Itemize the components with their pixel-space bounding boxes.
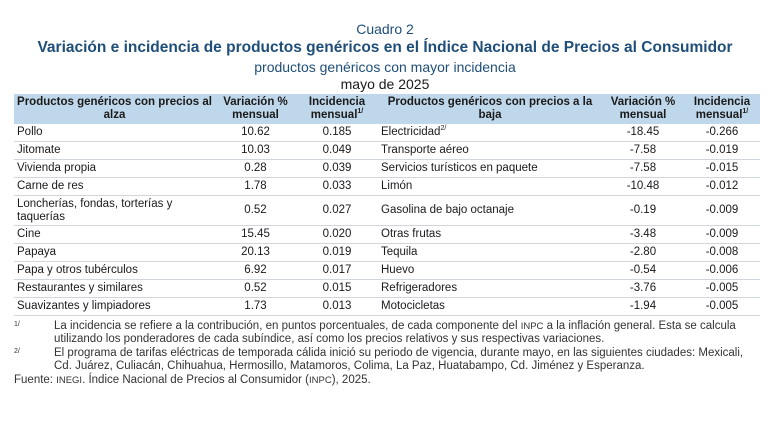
left-product-name: Papa y otros tubérculos	[14, 261, 215, 280]
table-row: Loncherías, fondas, torterías y taquería…	[14, 195, 760, 226]
left-product-name: Carne de res	[14, 177, 215, 196]
col-header-right-products: Productos genéricos con precios a la baj…	[378, 94, 602, 124]
left-product-name: Suavizantes y limpiadores	[14, 297, 215, 316]
source-line: Fuente: INEGI. Índice Nacional de Precio…	[14, 374, 371, 386]
footnotes: 1/ La incidencia se refiere a la contrib…	[14, 320, 764, 387]
footnote-ref: 1/	[742, 108, 749, 116]
left-incidence-value: 0.017	[296, 261, 378, 280]
left-product-name: Vivienda propia	[14, 159, 215, 178]
right-variation-value: -0.54	[602, 261, 684, 280]
left-variation-value: 1.73	[215, 297, 296, 316]
left-product-name: Jitomate	[14, 141, 215, 160]
footnote-1: 1/ La incidencia se refiere a la contrib…	[14, 320, 764, 346]
col-header-right-incidence: Incidencia mensual1/	[684, 94, 760, 124]
right-variation-value: -3.76	[602, 279, 684, 298]
left-variation-value: 10.03	[215, 141, 296, 160]
left-variation-value: 10.62	[215, 124, 296, 142]
right-incidence-value: -0.008	[684, 243, 760, 262]
page-title: Variación e incidencia de productos gené…	[37, 39, 733, 56]
left-variation-value: 0.28	[215, 159, 296, 178]
incidence-table: Productos genéricos con precios al alza …	[14, 94, 760, 316]
footnote-ref: 1/	[357, 108, 364, 116]
right-incidence-value: -0.015	[684, 159, 760, 178]
left-variation-value: 1.78	[215, 177, 296, 196]
left-product-name: Pollo	[14, 124, 215, 142]
footnote-2: 2/ El programa de tarifas eléctricas de …	[14, 347, 764, 373]
table-row: Restaurantes y similares 0.52 0.015 Refrige…	[14, 279, 760, 298]
right-product-name: Tequila	[378, 243, 602, 262]
right-product-name: Refrigeradores	[378, 279, 602, 298]
table-body: Pollo 10.62 0.185 Electricidad2/-18.45 -0.26…	[14, 124, 760, 316]
subtitle: productos genéricos con mayor incidencia	[254, 59, 516, 75]
right-product-name: Motocicletas	[378, 297, 602, 316]
right-variation-value: -3.48	[602, 225, 684, 244]
left-product-name: Cine	[14, 225, 215, 244]
left-product-name: Papaya	[14, 243, 215, 262]
right-incidence-value: -0.006	[684, 261, 760, 280]
left-product-name: Loncherías, fondas, torterías y taquería…	[14, 195, 215, 226]
right-incidence-value: -0.005	[684, 297, 760, 316]
col-header-left-variation: Variación % mensual	[215, 94, 296, 124]
table-row: Papaya 20.13 0.019 Tequila -2.80 -0.008	[14, 243, 760, 262]
table-row: Papa y otros tubérculos 6.92 0.017 Huevo -0.…	[14, 261, 760, 280]
footnote-text: La incidencia se refiere a la contribuci…	[54, 320, 736, 345]
left-incidence-value: 0.039	[296, 159, 378, 178]
table-row: Carne de res 1.78 0.033 Limón -10.48 -0.012	[14, 177, 760, 196]
right-product-name: Otras frutas	[378, 225, 602, 244]
right-incidence-value: -0.012	[684, 177, 760, 196]
right-variation-value: -18.45	[602, 124, 684, 142]
period-label: mayo de 2025	[340, 76, 430, 92]
footnote-mark: 1/	[14, 321, 20, 328]
footnote-ref: 2/	[440, 125, 447, 133]
right-product-name: Gasolina de bajo octanaje	[378, 195, 602, 226]
col-header-left-incidence: Incidencia mensual1/	[296, 94, 378, 124]
footnote-mark: 2/	[14, 348, 20, 355]
left-incidence-value: 0.033	[296, 177, 378, 196]
left-variation-value: 15.45	[215, 225, 296, 244]
right-product-name: Huevo	[378, 261, 602, 280]
left-incidence-value: 0.049	[296, 141, 378, 160]
left-variation-value: 0.52	[215, 279, 296, 298]
table-row: Cine 15.45 0.020 Otras frutas -3.48 -0.009	[14, 225, 760, 244]
right-incidence-value: -0.009	[684, 195, 760, 226]
right-variation-value: -7.58	[602, 141, 684, 160]
col-header-right-variation: Variación % mensual	[602, 94, 684, 124]
footnote-text: El programa de tarifas eléctricas de tem…	[54, 347, 744, 372]
right-variation-value: -7.58	[602, 159, 684, 178]
right-variation-value: -10.48	[602, 177, 684, 196]
col-header-left-products: Productos genéricos con precios al alza	[14, 94, 215, 124]
table-header-row: Productos genéricos con precios al alza …	[14, 94, 760, 124]
left-product-name: Restaurantes y similares	[14, 279, 215, 298]
left-incidence-value: 0.185	[296, 124, 378, 142]
right-incidence-value: -0.019	[684, 141, 760, 160]
right-product-name: Transporte aéreo	[378, 141, 602, 160]
left-variation-value: 0.52	[215, 195, 296, 226]
table-row: Vivienda propia 0.28 0.039 Servicios turíst…	[14, 159, 760, 178]
right-variation-value: -0.19	[602, 195, 684, 226]
right-variation-value: -1.94	[602, 297, 684, 316]
left-variation-value: 20.13	[215, 243, 296, 262]
left-incidence-value: 0.020	[296, 225, 378, 244]
right-product-name: Limón	[378, 177, 602, 196]
left-incidence-value: 0.019	[296, 243, 378, 262]
left-incidence-value: 0.013	[296, 297, 378, 316]
right-variation-value: -2.80	[602, 243, 684, 262]
table-row: Suavizantes y limpiadores 1.73 0.013 Motoci…	[14, 297, 760, 316]
table-row: Jitomate 10.03 0.049 Transporte aéreo -7.58-…	[14, 141, 760, 160]
left-incidence-value: 0.015	[296, 279, 378, 298]
left-incidence-value: 0.027	[296, 195, 378, 226]
right-incidence-value: -0.266	[684, 124, 760, 142]
right-incidence-value: -0.005	[684, 279, 760, 298]
right-product-name: Servicios turísticos en paquete	[378, 159, 602, 178]
left-variation-value: 6.92	[215, 261, 296, 280]
right-product-name: Electricidad2/	[378, 124, 602, 142]
right-incidence-value: -0.009	[684, 225, 760, 244]
table-row: Pollo 10.62 0.185 Electricidad2/-18.45 -0.26…	[14, 124, 760, 142]
table-caption: Cuadro 2	[356, 21, 414, 37]
